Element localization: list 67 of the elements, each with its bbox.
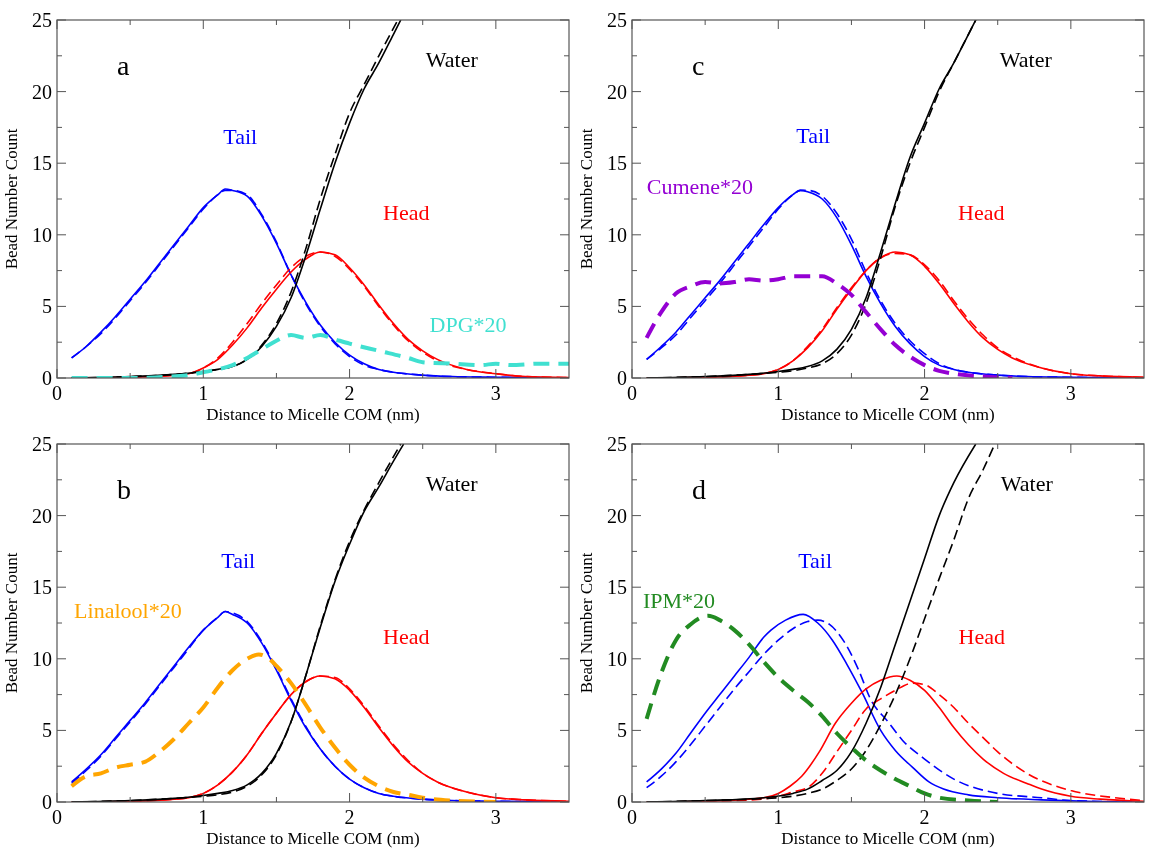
y-axis-title: Bead Number Count bbox=[577, 128, 596, 270]
x-tick-label: 2 bbox=[344, 382, 355, 404]
y-tick-label: 10 bbox=[32, 223, 52, 246]
text: Linalool*20 bbox=[74, 598, 182, 624]
y-tick-label: 20 bbox=[32, 80, 52, 103]
text: Head bbox=[383, 199, 430, 225]
y-tick-label: 25 bbox=[607, 9, 627, 31]
series-label: IPM*20 bbox=[643, 587, 716, 613]
text: Cumene*20 bbox=[646, 174, 754, 200]
y-tick-label: 10 bbox=[607, 647, 627, 670]
annotation: b bbox=[117, 474, 131, 505]
x-axis-title: Distance to Micelle COM (nm) bbox=[781, 405, 995, 424]
x-tick-label: 3 bbox=[1065, 382, 1076, 404]
y-tick-label: 0 bbox=[617, 367, 627, 389]
y-tick-label: 25 bbox=[32, 433, 52, 455]
x-axis-title: Distance to Micelle COM (nm) bbox=[206, 829, 420, 848]
series-label: Tail bbox=[796, 123, 831, 149]
y-tick-label: 5 bbox=[617, 719, 627, 742]
x-tick-label: 2 bbox=[919, 806, 930, 828]
y-axis-title: Bead Number Count bbox=[2, 552, 21, 694]
y-tick-label: 25 bbox=[607, 433, 627, 455]
y-tick-label: 5 bbox=[42, 295, 52, 318]
y-tick-label: 5 bbox=[617, 295, 627, 318]
series-label: Water bbox=[999, 46, 1053, 72]
y-tick-label: 10 bbox=[607, 223, 627, 246]
y-tick-label: 15 bbox=[32, 576, 52, 599]
text: Head bbox=[958, 199, 1005, 225]
series-label: Water bbox=[425, 46, 479, 72]
x-tick-label: 1 bbox=[773, 806, 784, 828]
x-tick-label: 1 bbox=[198, 806, 209, 828]
x-tick-label: 2 bbox=[344, 806, 355, 828]
x-tick-label: 3 bbox=[490, 382, 501, 404]
y-tick-label: 25 bbox=[32, 9, 52, 31]
text: Head bbox=[958, 623, 1005, 649]
annotation: d bbox=[692, 474, 706, 505]
y-tick-label: 15 bbox=[607, 152, 627, 175]
annotation: a bbox=[117, 50, 130, 81]
x-tick-label: 1 bbox=[773, 382, 784, 404]
series-label: Tail bbox=[221, 548, 256, 574]
y-tick-label: 20 bbox=[607, 504, 627, 527]
y-axis-title: Bead Number Count bbox=[2, 128, 21, 270]
x-axis-title: Distance to Micelle COM (nm) bbox=[781, 829, 995, 848]
series-label: DPG*20 bbox=[429, 311, 507, 337]
y-tick-label: 15 bbox=[607, 576, 627, 599]
x-tick-label: 3 bbox=[1065, 806, 1076, 828]
line-series bbox=[644, 274, 1015, 378]
series-label: Water bbox=[425, 470, 479, 496]
line-series bbox=[69, 333, 569, 378]
y-tick-label: 0 bbox=[617, 791, 627, 813]
y-tick-label: 5 bbox=[42, 719, 52, 742]
x-tick-label: 3 bbox=[490, 806, 501, 828]
y-axis-title: Bead Number Count bbox=[577, 552, 596, 694]
line-series bbox=[69, 652, 498, 802]
x-tick-label: 1 bbox=[198, 382, 209, 404]
y-tick-label: 20 bbox=[607, 80, 627, 103]
series-label: Tail bbox=[798, 548, 833, 574]
text: Head bbox=[383, 623, 430, 649]
y-tick-label: 15 bbox=[32, 152, 52, 175]
y-tick-label: 0 bbox=[42, 367, 52, 389]
y-tick-label: 10 bbox=[32, 647, 52, 670]
series-label: Water bbox=[1000, 470, 1054, 496]
x-tick-label: 2 bbox=[919, 382, 930, 404]
x-axis-title: Distance to Micelle COM (nm) bbox=[206, 405, 420, 424]
y-tick-label: 0 bbox=[42, 791, 52, 813]
series-label: Tail bbox=[223, 123, 258, 149]
annotation: c bbox=[692, 50, 705, 81]
y-tick-label: 20 bbox=[32, 504, 52, 527]
